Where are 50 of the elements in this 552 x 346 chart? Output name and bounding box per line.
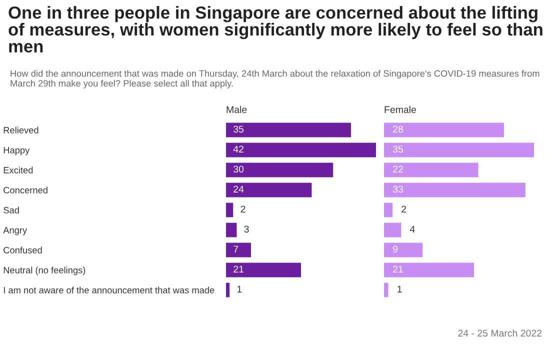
y-tick-label: Sad [4,206,19,214]
y-tick-label: Neutral (no feelings) [4,266,86,276]
bar [226,282,230,298]
bar [226,202,234,218]
bar [226,122,351,138]
data-label: 1 [398,286,402,293]
bar [226,182,312,198]
data-label: 42 [233,146,244,153]
y-tick-label: Angry [3,227,28,236]
bar [226,222,237,238]
bar [384,202,393,218]
y-tick-label: Excited [4,166,33,174]
data-label: 2 [240,206,246,213]
bar [226,262,301,278]
text: How did the announcement that was made on Thursday, 24th March about the relaxation of Singapore's COVID-19 measures from March 29th make you feel? Please select all that apply. [10,70,540,88]
bar [384,242,423,258]
data-label: 4 [410,226,415,233]
bar [384,222,402,238]
data-label: 9 [393,246,398,253]
y-tick-label: Confused [4,246,42,254]
bar [226,162,334,178]
bar [226,242,251,258]
bar [384,142,534,158]
bar [384,182,526,198]
data-label: 35 [392,146,403,153]
bar [384,122,504,138]
data-label: 24 [234,186,244,193]
bar [384,162,478,178]
chart-title: Male [226,106,247,114]
text: One in three people in Singapore are concerned about the lifting of measures, with women significantly more likely to feel so than men [8,6,542,53]
y-tick-label: I am not aware of the announcement that was made [4,286,214,294]
text: 24 - 25 March 2022 [458,329,542,337]
data-label: 3 [244,226,249,233]
chart-title: Female [384,106,416,114]
data-label: 28 [393,126,403,133]
data-label: 1 [237,286,242,293]
data-label: 21 [234,266,244,273]
y-tick-label: Relieved [4,126,38,134]
data-label: 30 [234,166,244,173]
data-label: 7 [234,246,238,253]
y-tick-label: Concerned [4,186,48,194]
data-label: 21 [393,266,403,273]
bar [226,142,376,158]
bar [384,282,388,298]
y-tick-label: Happy [4,147,30,156]
data-label: 35 [234,126,244,133]
data-label: 2 [402,206,406,213]
data-label: 22 [393,166,403,173]
data-label: 33 [392,186,403,193]
bar [384,262,474,278]
